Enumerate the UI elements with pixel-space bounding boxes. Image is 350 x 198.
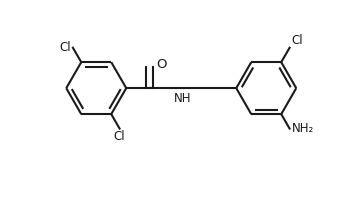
- Text: Cl: Cl: [114, 130, 125, 143]
- Text: Cl: Cl: [291, 34, 303, 47]
- Text: Cl: Cl: [60, 41, 71, 54]
- Text: O: O: [157, 58, 167, 71]
- Text: NH: NH: [174, 91, 191, 105]
- Text: NH₂: NH₂: [292, 122, 314, 135]
